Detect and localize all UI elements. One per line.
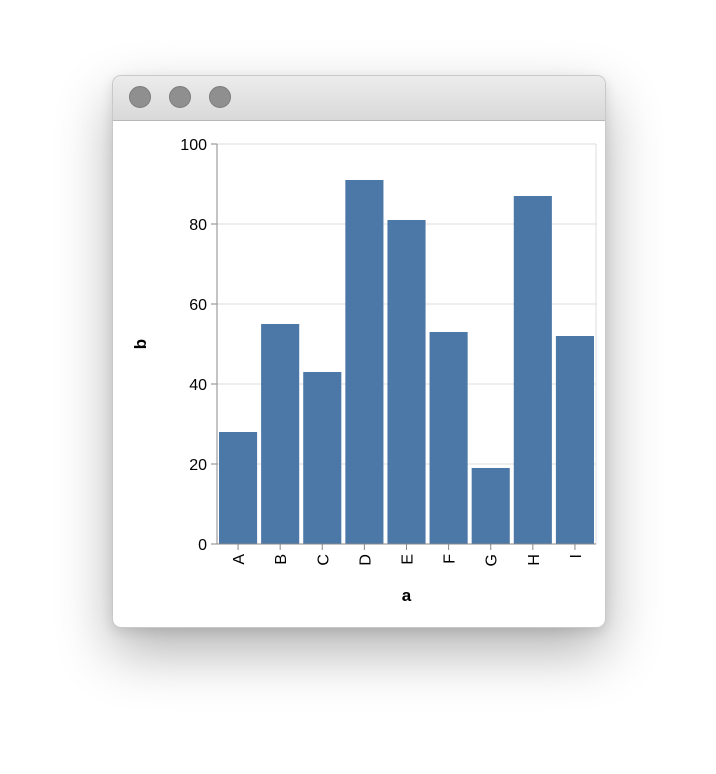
window-zoom-button[interactable]	[209, 86, 231, 108]
y-tick-label: 80	[189, 217, 207, 234]
x-tick-label: A	[231, 554, 248, 565]
y-tick-label: 0	[198, 537, 207, 554]
bar-chart: 0 20 40 60 80 100 A B C D E F G H I a b	[131, 137, 597, 605]
y-tick-label: 100	[180, 137, 207, 154]
x-tick-label: C	[315, 554, 332, 566]
bar-I	[555, 336, 594, 544]
bars	[219, 180, 594, 544]
bar-G	[471, 468, 510, 544]
window-close-button[interactable]	[129, 86, 151, 108]
x-tick-label: I	[568, 554, 585, 558]
y-tick-label: 20	[189, 457, 207, 474]
x-tick-label: D	[357, 554, 374, 566]
y-tick-label: 60	[189, 297, 207, 314]
y-tick-label: 40	[189, 377, 207, 394]
x-tick-label: F	[442, 554, 459, 564]
bar-F	[429, 332, 468, 544]
window-minimize-button[interactable]	[169, 86, 191, 108]
bar-D	[345, 180, 384, 544]
window-titlebar	[113, 76, 605, 121]
y-axis-title: b	[131, 339, 150, 349]
x-tick-label: G	[484, 554, 501, 566]
bar-C	[303, 372, 342, 544]
x-tick-label: B	[273, 554, 290, 565]
bar-A	[219, 432, 258, 544]
x-tick-label: E	[400, 554, 417, 565]
bar-B	[261, 324, 300, 544]
x-axis-title: a	[402, 586, 412, 605]
bar-H	[513, 196, 552, 544]
x-tick-label: H	[526, 554, 543, 566]
chart-window: 0 20 40 60 80 100 A B C D E F G H I a b	[112, 75, 606, 628]
bar-E	[387, 220, 426, 544]
axes: 0 20 40 60 80 100 A B C D E F G H I	[180, 137, 596, 566]
